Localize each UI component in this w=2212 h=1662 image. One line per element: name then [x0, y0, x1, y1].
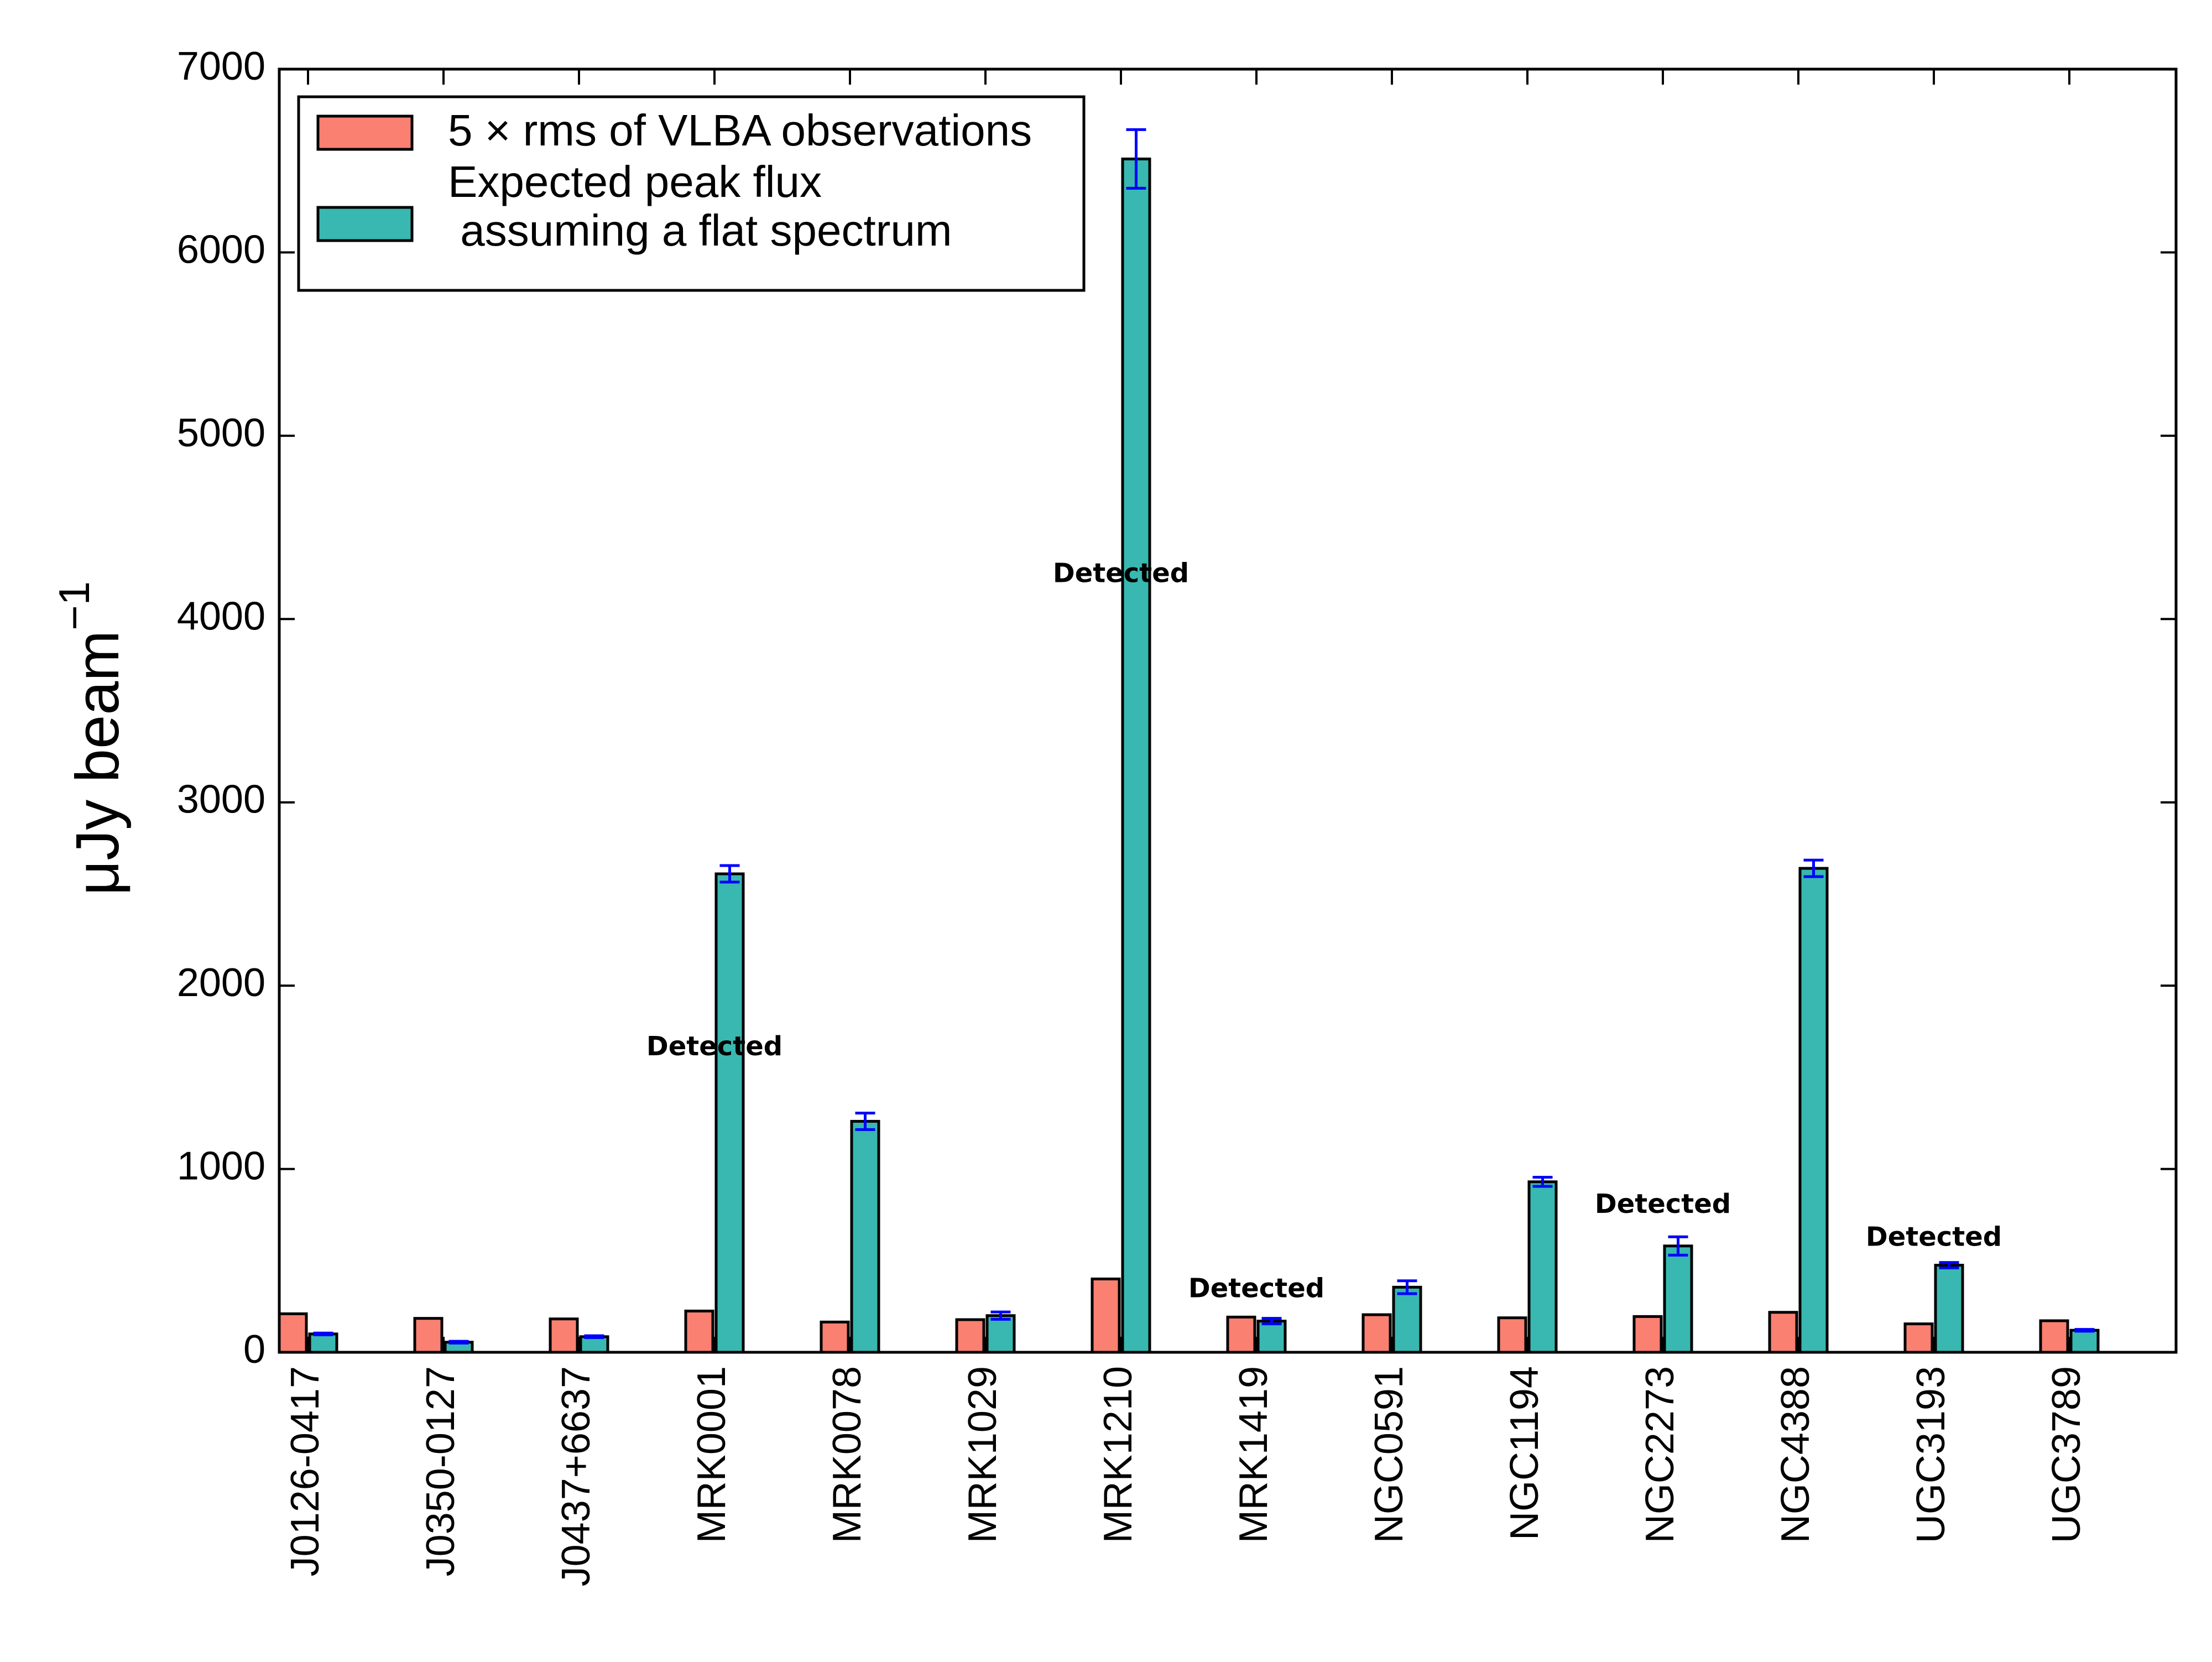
- x-tick-label-J0350-0127: J0350-0127: [419, 1366, 463, 1576]
- y-tick-label-3000: 3000: [177, 778, 265, 822]
- error-bars-layer: [313, 128, 2095, 1345]
- x-tick-label-MRK0001: MRK0001: [690, 1366, 734, 1543]
- x-tick-label-J0126-0417: J0126-0417: [283, 1366, 327, 1576]
- bar-rms-J0350-0127: [413, 1317, 444, 1354]
- bar-rms-UGC3789: [2039, 1319, 2069, 1354]
- y-tick-label-0: 0: [243, 1327, 265, 1372]
- y-axis-label-main: μJy beam: [64, 631, 132, 895]
- y-tick-label-1000: 1000: [177, 1144, 265, 1189]
- bar-expected-MRK1419: [1256, 1320, 1287, 1354]
- bar-rms-NGC0591: [1361, 1313, 1392, 1354]
- x-tick-label-MRK1419: MRK1419: [1232, 1366, 1276, 1543]
- bar-expected-J0126-0417: [308, 1332, 338, 1354]
- bar-rms-NGC4388: [1768, 1311, 1798, 1354]
- annotation-detected-MRK1419: Detected: [1188, 1273, 1324, 1304]
- legend-swatch-expected: [316, 206, 414, 242]
- bar-expected-NGC2273: [1663, 1244, 1693, 1354]
- x-tick-label-NGC1194: NGC1194: [1503, 1366, 1547, 1540]
- bar-rms-J0126-0417: [278, 1312, 308, 1354]
- annotation-detected-UGC3193: Detected: [1866, 1222, 2002, 1253]
- x-tick-label-NGC0591: NGC0591: [1367, 1366, 1411, 1543]
- bar-expected-MRK0078: [850, 1119, 880, 1354]
- bar-expected-UGC3789: [2069, 1328, 2100, 1354]
- legend-label-line: assuming a flat spectrum: [448, 206, 952, 255]
- legend-label-line: Expected peak flux: [448, 157, 822, 206]
- plot-frame: [278, 67, 2178, 1354]
- bar-rms-MRK1419: [1226, 1315, 1256, 1354]
- y-tick-label-4000: 4000: [177, 594, 265, 638]
- axes-layer: 0 1000 2000 3000 4000 5000 6000 7000 J0126-0417 J…: [177, 44, 2178, 1586]
- bar-rms-MRK0001: [684, 1309, 714, 1354]
- annotation-detected-MRK0001: Detected: [646, 1031, 782, 1062]
- bar-expected-MRK0001: [714, 872, 745, 1354]
- bar-expected-NGC0591: [1392, 1285, 1422, 1354]
- y-tick-label-2000: 2000: [177, 961, 265, 1005]
- bar-rms-UGC3193: [1903, 1322, 1934, 1354]
- bar-rms-NGC1194: [1497, 1316, 1527, 1354]
- y-tick-label-7000: 7000: [177, 44, 265, 88]
- legend-label-rms: 5 × rms of VLBA observations: [448, 106, 1032, 155]
- legend-swatch-rms: [316, 114, 414, 151]
- x-tick-label-MRK1029: MRK1029: [961, 1366, 1005, 1543]
- x-tick-label-NGC4388: NGC4388: [1773, 1366, 1818, 1543]
- bar-expected-NGC1194: [1527, 1180, 1558, 1354]
- annotation-detected-NGC2273: Detected: [1595, 1189, 1731, 1220]
- bar-expected-J0437+6637: [579, 1335, 609, 1354]
- bar-expected-MRK1029: [985, 1314, 1016, 1354]
- legend-box: [297, 95, 1086, 292]
- annotation-detected-MRK1210: Detected: [1053, 558, 1189, 589]
- bar-rms-J0437+6637: [549, 1317, 579, 1354]
- annotations-layer: Detected Detected Detected Detected Detected: [646, 558, 2002, 1304]
- y-axis-label-group: μJy beam−1: [50, 581, 132, 895]
- y-tick-label-6000: 6000: [177, 227, 265, 272]
- x-tick-label-NGC2273: NGC2273: [1638, 1366, 1682, 1543]
- x-tick-label-MRK1210: MRK1210: [1096, 1366, 1140, 1543]
- bar-rms-MRK1029: [955, 1318, 985, 1354]
- x-tick-label-MRK0078: MRK0078: [825, 1366, 869, 1543]
- x-tick-label-UGC3193: UGC3193: [1909, 1366, 1953, 1543]
- bar-expected-UGC3193: [1934, 1264, 1964, 1354]
- y-axis-label-superscript: −1: [50, 581, 98, 631]
- bar-rms-MRK0078: [820, 1320, 850, 1354]
- y-axis-label: μJy beam−1: [50, 581, 132, 895]
- legend-label-line: 5 × rms of VLBA observations: [448, 106, 1032, 155]
- bar-expected-NGC4388: [1798, 867, 1829, 1354]
- bar-expected-MRK1210: [1121, 157, 1151, 1354]
- y-tick-label-5000: 5000: [177, 411, 265, 455]
- x-tick-label-J0437+6637: J0437+6637: [554, 1366, 598, 1586]
- bar-rms-MRK1210: [1091, 1277, 1121, 1354]
- bar-rms-NGC2273: [1632, 1315, 1663, 1354]
- x-tick-label-UGC3789: UGC3789: [2044, 1366, 2089, 1543]
- legend-label-expected: Expected peak flux assuming a flat spect…: [448, 157, 952, 255]
